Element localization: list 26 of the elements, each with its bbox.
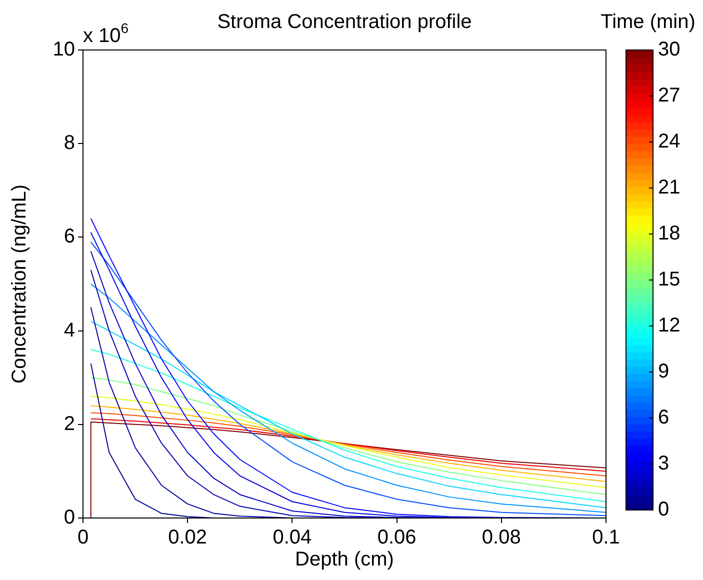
color-bar-title: Time (min) <box>600 11 696 33</box>
color-bar-label: 15 <box>658 268 680 291</box>
y-tick-label: 0 <box>64 506 75 529</box>
color-bar-label: 30 <box>658 38 680 61</box>
y-tick-label: 2 <box>64 412 75 435</box>
color-bar-label: 0 <box>658 498 670 521</box>
color-bar-label: 27 <box>658 84 680 107</box>
x-tick-label: 0.06 <box>377 526 416 549</box>
color-bar-label: 21 <box>658 176 680 199</box>
y-tick-label: 8 <box>64 132 75 154</box>
x-tick-label: 0.02 <box>168 526 208 549</box>
x-tick-label: 0.04 <box>272 526 312 549</box>
y-tick-label: 4 <box>64 319 75 342</box>
color-bar-label: 12 <box>658 314 680 337</box>
x-tick-label: 0.08 <box>482 526 521 549</box>
y-axis-title: Concentration (ng/mL) <box>8 184 31 384</box>
y-tick-label: 6 <box>64 226 75 248</box>
color-bar-label: 6 <box>658 406 670 429</box>
color-bar-label: 9 <box>658 360 670 383</box>
color-bar-label: 24 <box>658 130 680 153</box>
color-bar-label: 3 <box>658 452 670 475</box>
y-tick-label: 10 <box>52 38 75 61</box>
color-bar-label: 18 <box>658 222 680 245</box>
x-tick-label: 0.1 <box>592 526 620 549</box>
chart-title: Stroma Concentration profile <box>217 11 472 33</box>
x-axis-title: Depth (cm) <box>295 548 394 571</box>
